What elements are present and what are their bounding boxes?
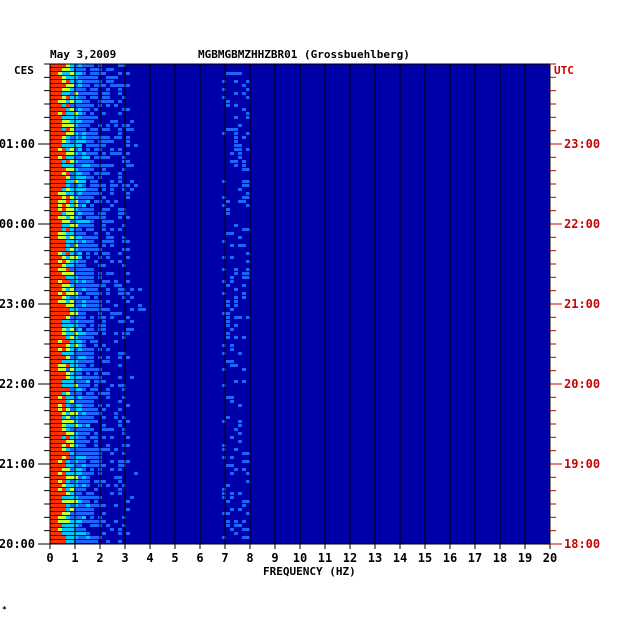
left-time-label: 00:00 [0,217,35,231]
x-tick-label-8: 8 [246,551,253,565]
x-tick-label-11: 11 [318,551,332,565]
x-tick-label-10: 10 [293,551,307,565]
left-time-label: 22:00 [0,377,35,391]
corner-mark: * [2,605,7,614]
x-tick-label-0: 0 [46,551,53,565]
right-time-label: 19:00 [564,457,600,471]
right-time-label: 18:00 [564,537,600,551]
left-timezone-label: CES [14,64,34,77]
x-tick-label-12: 12 [343,551,357,565]
x-axis-title: FREQUENCY (HZ) [263,565,356,578]
right-time-label: 21:00 [564,297,600,311]
x-tick-label-17: 17 [468,551,482,565]
right-timezone-label: UTC [554,64,574,77]
date-label: May 3,2009 [50,48,117,61]
x-tick-label-16: 16 [443,551,457,565]
x-tick-label-6: 6 [196,551,203,565]
right-time-label: 23:00 [564,137,600,151]
left-time-label: 01:00 [0,137,35,151]
x-tick-label-18: 18 [493,551,507,565]
x-tick-label-19: 19 [518,551,532,565]
chart-title: MGBMGBMZHHZBR01 (Grossbuehlberg) [198,48,410,61]
x-tick-label-13: 13 [368,551,382,565]
x-tick-label-20: 20 [543,551,557,565]
right-time-label: 22:00 [564,217,600,231]
left-time-label: 21:00 [0,457,35,471]
x-tick-label-4: 4 [146,551,153,565]
x-tick-label-2: 2 [96,551,103,565]
x-tick-label-3: 3 [121,551,128,565]
x-tick-label-9: 9 [271,551,278,565]
right-time-label: 20:00 [564,377,600,391]
left-time-label: 23:00 [0,297,35,311]
left-time-label: 20:00 [0,537,35,551]
x-tick-label-1: 1 [71,551,78,565]
x-tick-label-5: 5 [171,551,178,565]
x-tick-label-14: 14 [393,551,407,565]
x-tick-label-7: 7 [221,551,228,565]
x-tick-label-15: 15 [418,551,432,565]
